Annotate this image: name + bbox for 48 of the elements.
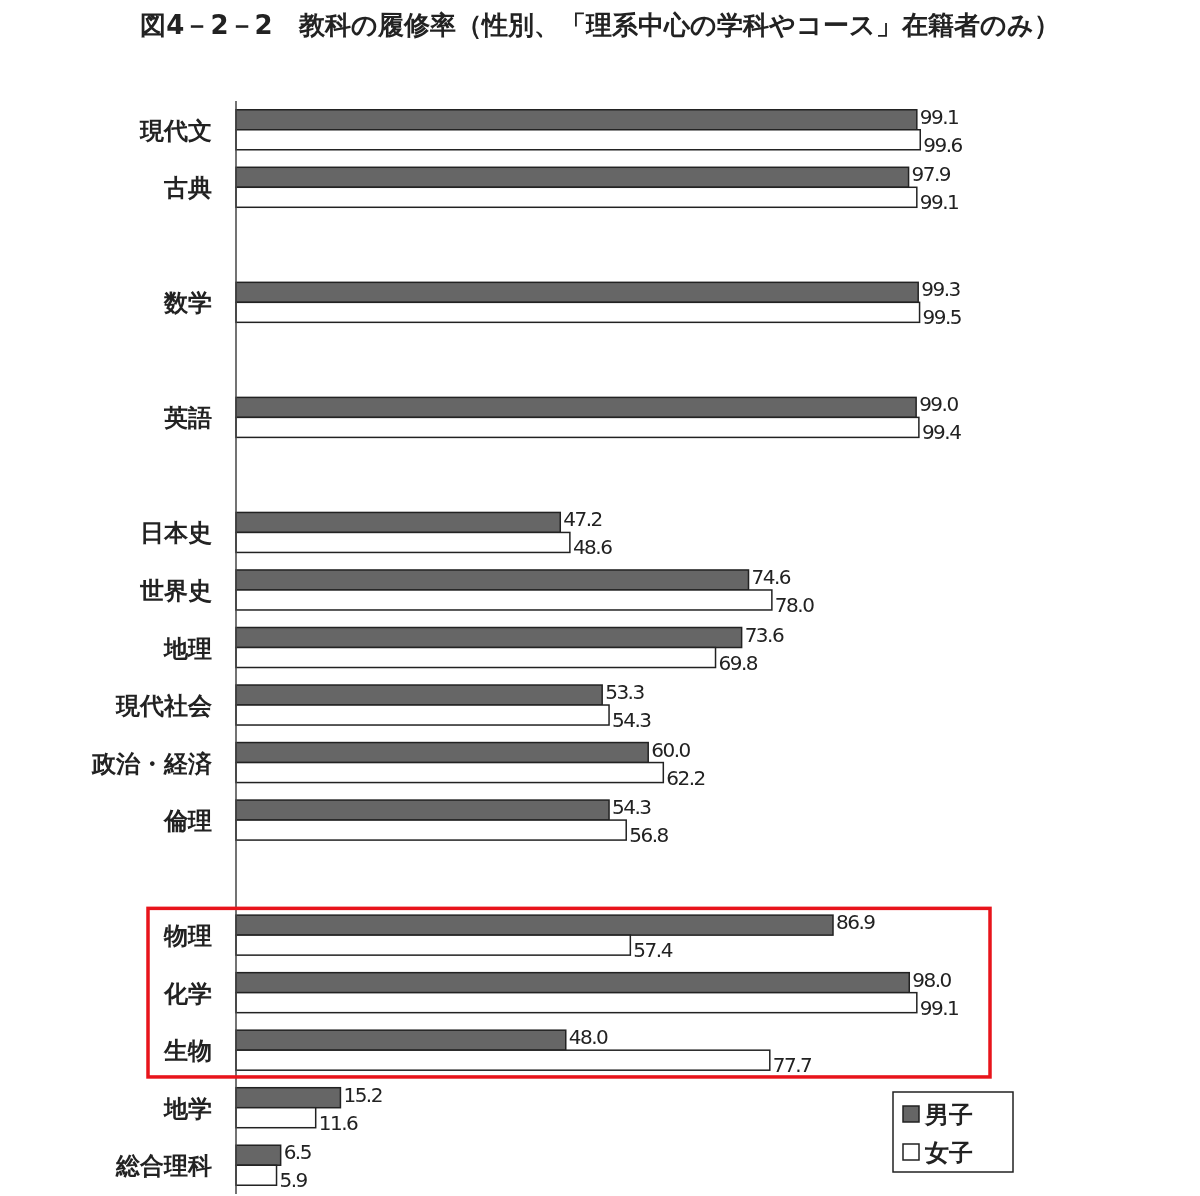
data-label: 11.6 <box>318 1110 358 1135</box>
data-label: 97.9 <box>911 162 951 187</box>
y-tick-label: 化学 <box>163 979 212 1008</box>
data-label: 74.6 <box>751 564 791 589</box>
y-tick-label: 地理 <box>163 634 212 663</box>
data-label: 99.5 <box>922 305 962 330</box>
legend-label: 男子 <box>924 1101 973 1129</box>
data-label: 54.3 <box>612 708 652 733</box>
data-label: 99.0 <box>919 392 959 417</box>
data-label: 99.3 <box>921 277 961 302</box>
data-label: 15.2 <box>343 1082 382 1107</box>
data-label: 99.4 <box>921 420 962 445</box>
legend-label: 女子 <box>924 1139 973 1167</box>
data-label: 5.9 <box>279 1168 308 1193</box>
data-label: 77.7 <box>772 1053 813 1078</box>
y-tick-label: 倫理 <box>163 807 212 836</box>
data-label: 86.9 <box>836 910 876 935</box>
y-tick-label: 世界史 <box>139 576 212 605</box>
y-tick-label: 地学 <box>163 1094 212 1123</box>
data-label: 54.3 <box>612 795 652 820</box>
data-label: 98.0 <box>912 967 952 992</box>
y-tick-label: 英語 <box>163 404 212 433</box>
chart-title: 図4－2－2 教科の履修率（性別、「理系中心の学科やコース」在籍者のみ） <box>140 10 1060 40</box>
data-label: 99.1 <box>919 995 959 1020</box>
y-tick-label: 生物 <box>163 1037 212 1066</box>
y-tick-label: 古典 <box>163 174 212 203</box>
y-tick-label: 日本史 <box>140 519 212 548</box>
data-label: 48.0 <box>568 1025 609 1050</box>
data-label: 99.1 <box>919 190 959 215</box>
data-label: 47.2 <box>563 507 602 532</box>
data-label: 99.6 <box>923 132 963 157</box>
data-label: 53.3 <box>605 680 645 705</box>
data-label: 56.8 <box>629 823 669 848</box>
y-tick-label: 政治・経済 <box>91 749 212 778</box>
data-label: 78.0 <box>774 592 815 617</box>
data-label: 69.8 <box>718 650 758 675</box>
y-tick-label: 現代文 <box>139 116 212 145</box>
y-tick-label: 総合理科 <box>115 1152 212 1181</box>
data-label: 6.5 <box>283 1140 311 1165</box>
data-label: 73.6 <box>744 622 784 647</box>
data-label: 60.0 <box>651 737 691 762</box>
y-tick-label: 現代社会 <box>115 692 212 721</box>
data-label: 62.2 <box>666 765 705 790</box>
data-label: 48.6 <box>572 535 613 560</box>
y-tick-label: 数学 <box>163 289 212 318</box>
data-label: 57.4 <box>633 938 673 963</box>
y-tick-label: 物理 <box>163 922 212 951</box>
data-label: 99.1 <box>919 104 959 129</box>
